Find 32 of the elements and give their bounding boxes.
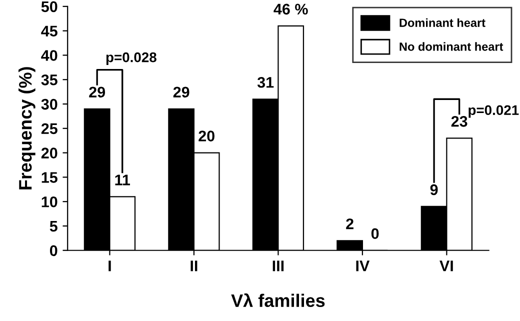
y-tick-label: 30	[41, 98, 58, 110]
data-label: 9	[430, 184, 438, 196]
data-label: 20	[198, 130, 214, 142]
data-label: 23	[451, 116, 468, 127]
x-axis-title: Vλ families	[231, 293, 325, 308]
y-axis-title: Frequency (%)	[18, 67, 36, 190]
y-tick-label: 25	[41, 123, 58, 134]
data-label: 0	[371, 228, 379, 240]
y-tick-label: 40	[41, 50, 58, 61]
x-tick-label: III	[272, 260, 284, 272]
data-label: 46 %	[274, 4, 308, 15]
y-tick-label: 5	[50, 221, 58, 232]
data-label: 29	[173, 86, 190, 98]
data-label: 29	[89, 86, 106, 98]
y-tick-label: 45	[41, 26, 58, 36]
x-tick-label: IV	[356, 260, 370, 272]
y-tick-label: 35	[41, 74, 58, 86]
data-label: 2	[346, 218, 354, 230]
data-label: 11	[115, 174, 130, 186]
x-tick-label: I	[108, 260, 111, 272]
data-label: 31	[257, 76, 274, 88]
legend-label: Dominant heart	[400, 18, 486, 27]
y-tick-label: 50	[41, 1, 58, 12]
annotation: p=0.028	[106, 52, 156, 65]
x-tick-label: II	[190, 260, 198, 272]
annotation: p=0.021	[468, 105, 519, 118]
y-tick-label: 0	[50, 245, 58, 256]
legend-label: No dominant heart	[400, 42, 504, 51]
y-tick-label: 15	[42, 172, 58, 183]
y-tick-label: 10	[42, 196, 58, 208]
x-tick-label: VI	[440, 260, 453, 272]
y-tick-label: 20	[41, 148, 58, 158]
